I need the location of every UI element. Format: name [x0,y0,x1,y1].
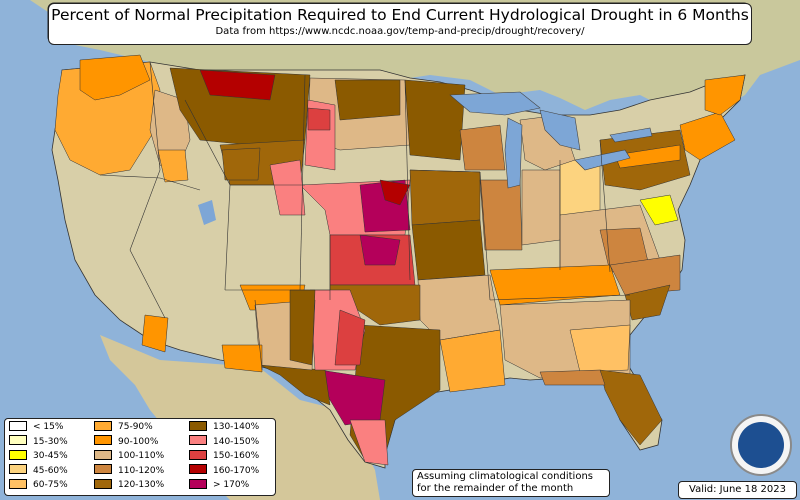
legend-swatch [94,449,112,460]
lake-superior [449,91,541,116]
legend-item: 15-30% [9,435,68,448]
legend-label: 120-130% [118,480,165,490]
region-south-texas [349,419,389,466]
legend-label: 90-100% [118,436,159,447]
region-fl-panhandle [539,369,606,386]
legend-swatch [189,435,207,445]
legend-label: 60-75% [33,480,68,490]
legend-item: 120-130% [94,478,165,491]
lake-erie [574,149,631,171]
state-lines [99,61,631,371]
great-salt-lake [198,200,216,225]
region-wisconsin [459,124,506,171]
legend-label: 160-170% [213,465,260,476]
legend-swatch [94,464,112,474]
lake-michigan [504,117,523,189]
map-title: Percent of Normal Precipitation Required… [51,6,749,24]
region-maryland [639,194,679,226]
legend-label: 75-90% [118,422,153,432]
note-box: Assuming climatological conditions for t… [412,469,610,497]
mexico [100,335,380,500]
legend-label: 15-30% [33,436,68,447]
region-ore-east [157,149,189,183]
region-nc [609,254,681,296]
legend-item: < 15% [9,420,64,433]
legend-item: 90-100% [94,435,159,448]
region-ks-core [359,234,401,266]
legend-swatch [189,478,207,489]
region-louisiana [439,329,506,393]
legend-item: 75-90% [94,420,153,433]
legend-label: 130-140% [213,422,260,432]
legend-swatch [189,464,207,474]
region-ny-band [614,144,681,169]
legend-item: 110-120% [94,464,165,477]
region-new-england [679,111,736,161]
note-line-2: for the remainder of the month [417,483,574,494]
drought-regions [54,54,746,466]
legend-label: 150-160% [213,451,260,461]
legend-item: 130-140% [189,420,260,433]
region-tennessee [489,264,621,306]
region-wy-west [221,147,261,181]
region-missouri [411,219,486,281]
region-nd [334,79,401,121]
region-nm-east [289,289,316,366]
legend-item: 140-150% [189,435,260,448]
region-co-north [269,159,306,216]
region-maine [704,74,746,116]
legend-swatch [9,464,27,474]
region-montana-north [199,69,276,101]
legend-label: 110-120% [118,465,165,476]
region-az-south [221,344,263,373]
legend-swatch [94,420,112,431]
legend-item: 30-45% [9,449,68,462]
region-iowa [409,169,481,226]
legend-item: 100-110% [94,449,165,462]
legend-swatch [9,449,27,460]
legend-swatch [9,478,27,489]
legend-item: 45-60% [9,464,68,477]
region-georgia [569,324,631,373]
legend-label: 45-60% [33,465,68,476]
legend-swatch [9,435,27,445]
legend-label: > 170% [213,480,250,490]
lake-ontario [609,127,653,143]
logo-globe [738,422,784,468]
region-panhandle-core [334,309,366,366]
legend-item: 150-160% [189,449,260,462]
region-sd-pocket [307,107,331,131]
logo-icon [730,414,792,476]
region-minnesota [404,79,466,161]
lake-huron [539,109,581,151]
region-ne-core [379,179,411,206]
legend-item: 160-170% [189,464,260,477]
legend-label: 100-110% [118,451,165,461]
title-box: Percent of Normal Precipitation Required… [48,3,752,45]
legend-label: 30-45% [33,451,68,461]
note-line-1: Assuming climatological conditions [417,471,593,482]
region-socal [141,314,169,353]
region-illinois [479,179,523,251]
map-subtitle: Data from https://www.ncdc.noaa.gov/temp… [215,26,585,37]
legend-swatch [94,435,112,445]
legend: < 15% 15-30% 30-45% 45-60% 60-75% 75-90% 90-10… [4,418,276,496]
legend-label: < 15% [33,422,64,432]
legend-item: 60-75% [9,478,68,491]
legend-swatch [9,420,27,431]
legend-swatch [189,420,207,431]
legend-swatch [94,478,112,489]
region-ohio [559,159,601,216]
region-florida [599,369,663,446]
region-wa-east [79,54,151,101]
legend-item: > 170% [189,478,250,491]
valid-date: Valid: June 18 2023 [678,481,797,499]
region-west-texas [259,364,331,406]
great-lakes [449,91,653,189]
region-indiana [521,169,561,246]
legend-swatch [189,449,207,460]
legend-label: 140-150% [213,436,260,447]
